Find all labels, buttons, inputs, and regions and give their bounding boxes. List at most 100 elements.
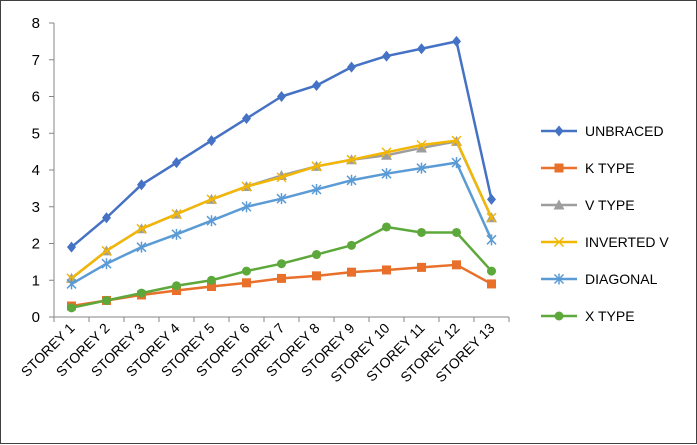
series-unbraced (67, 35, 496, 253)
data-point-unbraced (347, 61, 356, 73)
data-point-unbraced (102, 212, 111, 224)
legend-label: INVERTED V (585, 234, 669, 250)
data-point-unbraced (242, 113, 251, 125)
data-point-x-type (172, 281, 181, 291)
y-tick-label: 2 (32, 236, 40, 253)
data-point-x-type (102, 295, 111, 305)
y-tick-label: 8 (32, 15, 40, 32)
data-point-k-type (452, 260, 461, 270)
y-tick-label: 1 (32, 272, 40, 289)
y-tick-label: 4 (32, 162, 40, 179)
data-point-unbraced (382, 50, 391, 62)
data-point-unbraced (312, 79, 321, 91)
data-point-k-type (417, 262, 426, 272)
data-point-x-type (382, 222, 391, 232)
data-point-inverted-v (416, 139, 427, 151)
legend-marker (554, 125, 564, 137)
data-point-k-type (172, 286, 181, 296)
data-point-x-type (347, 240, 356, 250)
data-point-v-type (381, 149, 392, 160)
data-point-x-type (312, 250, 321, 260)
series-line-v-type (70, 140, 493, 280)
y-tick-label: 0 (32, 309, 40, 326)
data-point-inverted-v (381, 147, 392, 158)
data-point-diagonal (241, 201, 252, 213)
data-point-x-type (487, 266, 496, 276)
plot-area (66, 35, 497, 313)
data-point-diagonal (486, 234, 497, 246)
data-point-inverted-v (241, 181, 252, 192)
legend-marker (553, 273, 565, 285)
data-point-inverted-v (276, 172, 287, 183)
data-point-x-type (137, 288, 146, 298)
data-point-inverted-v (311, 161, 322, 172)
legend-marker (554, 163, 564, 173)
legend-item-diagonal: DIAGONAL (541, 271, 658, 287)
data-point-x-type (67, 303, 76, 313)
data-point-k-type (382, 265, 391, 275)
data-point-k-type (207, 281, 216, 291)
data-point-diagonal (346, 174, 357, 186)
data-point-diagonal (416, 162, 427, 174)
data-point-v-type (416, 142, 427, 153)
legend-label: DIAGONAL (585, 271, 658, 287)
data-point-diagonal (381, 168, 392, 180)
legend-item-v-type: V TYPE (541, 197, 635, 213)
legend-item-unbraced: UNBRACED (541, 123, 664, 139)
data-point-diagonal (136, 241, 147, 253)
legend: UNBRACED K TYPE V TYPE INVERTED V DIAGONAL X … (541, 123, 669, 324)
series-line-k-type (71, 263, 493, 308)
legend-item-k-type: K TYPE (541, 160, 635, 176)
data-point-diagonal (276, 193, 287, 205)
legend-marker (553, 236, 565, 248)
y-tick-label: 7 (32, 52, 40, 69)
legend-label: K TYPE (585, 160, 635, 176)
data-point-diagonal (451, 157, 462, 169)
data-point-x-type (452, 227, 461, 237)
data-point-x-type (242, 266, 251, 276)
y-tick-label: 6 (32, 89, 40, 106)
legend-marker (554, 311, 564, 321)
data-point-unbraced (67, 241, 76, 253)
legend-marker (553, 199, 565, 210)
data-point-inverted-v (346, 154, 357, 165)
series-inverted-v (66, 135, 497, 284)
data-point-diagonal (171, 228, 182, 240)
data-point-unbraced (417, 43, 426, 55)
series-line-inverted-v (70, 139, 493, 280)
data-point-inverted-v (136, 223, 147, 234)
data-point-unbraced (172, 157, 181, 169)
legend-item-x-type: X TYPE (541, 308, 635, 324)
series-x-type (67, 222, 496, 313)
data-point-unbraced (137, 179, 146, 191)
data-point-diagonal (101, 258, 112, 270)
data-point-inverted-v (486, 212, 497, 223)
data-point-inverted-v (171, 209, 182, 220)
data-point-inverted-v (451, 135, 462, 146)
data-point-inverted-v (206, 194, 217, 205)
series-diagonal (66, 157, 497, 290)
data-point-k-type (242, 278, 251, 288)
data-point-k-type (487, 279, 496, 289)
legend-label: X TYPE (585, 308, 635, 324)
y-tick-label: 3 (32, 199, 40, 216)
data-point-diagonal (66, 278, 77, 290)
data-point-k-type (277, 273, 286, 283)
y-tick-label: 5 (32, 125, 40, 142)
legend-label: UNBRACED (585, 123, 664, 139)
data-point-k-type (347, 267, 356, 277)
data-point-unbraced (452, 35, 461, 47)
data-point-x-type (277, 259, 286, 269)
legend-label: V TYPE (585, 197, 635, 213)
data-point-diagonal (206, 215, 217, 227)
legend-item-inverted-v: INVERTED V (541, 234, 669, 250)
data-point-unbraced (487, 193, 496, 205)
data-point-unbraced (277, 91, 286, 102)
data-point-x-type (207, 275, 216, 285)
data-point-x-type (417, 227, 426, 237)
data-point-diagonal (311, 183, 322, 195)
data-point-k-type (312, 271, 321, 281)
data-point-inverted-v (101, 245, 112, 256)
